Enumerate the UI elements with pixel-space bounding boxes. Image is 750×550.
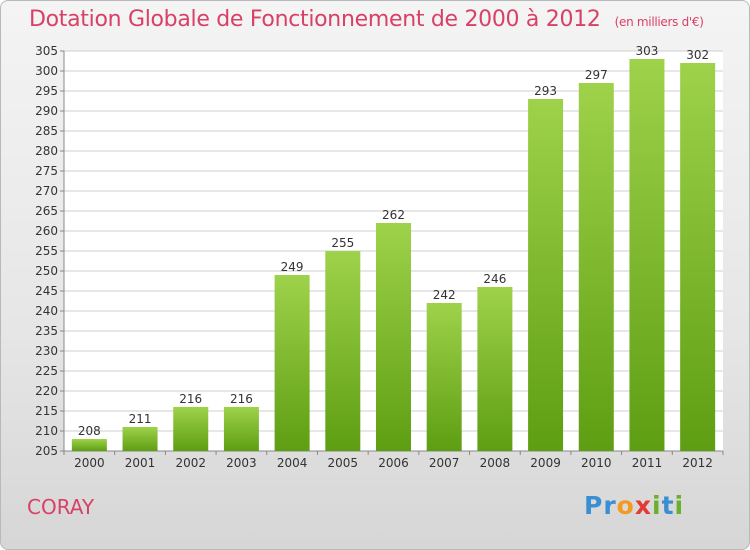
y-tick-label: 260 [35,224,58,238]
y-tick-label: 265 [35,204,58,218]
bar [477,287,513,451]
bar [274,275,310,451]
y-tick-label: 270 [35,184,58,198]
y-tick-label: 280 [35,144,58,158]
y-tick-label: 205 [35,444,58,458]
data-label: 293 [534,84,557,98]
x-tick-label: 2005 [328,456,359,470]
y-tick-label: 240 [35,304,58,318]
data-label: 262 [382,208,405,222]
y-tick-label: 225 [35,364,58,378]
x-axis: 2000 2001 2002 2003 2004 2005 2006 2007 2008 2009… [63,450,724,470]
data-label: 249 [281,260,304,274]
data-label: 297 [585,68,608,82]
y-tick-label: 210 [35,424,58,438]
x-tick-label: 2012 [682,456,713,470]
data-label: 246 [483,272,506,286]
logo-letter: t [661,491,675,520]
bars: 208 211 216 216 249 255 262 242 246 293 297 303 302 [71,44,716,451]
bar [325,251,361,451]
data-label: 302 [686,48,709,62]
chart-subtitle: (en milliers d'€) [614,15,704,29]
data-label: 211 [129,412,152,426]
bar [173,407,209,451]
bar [528,99,564,451]
y-tick-label: 245 [35,284,58,298]
y-tick-label: 275 [35,164,58,178]
y-tick-label: 300 [35,64,58,78]
y-tick-label: 230 [35,344,58,358]
y-tick-label: 215 [35,404,58,418]
commune-name: CORAY [27,495,95,519]
bar [578,83,614,451]
bar [629,59,665,451]
bar [376,223,411,451]
y-tick-label: 235 [35,324,58,338]
x-tick-label: 2002 [175,456,206,470]
data-label: 303 [636,44,659,58]
x-tick-label: 2003 [226,456,257,470]
y-tick-label: 285 [35,124,58,138]
data-label: 242 [433,288,456,302]
x-tick-label: 2008 [480,456,511,470]
x-tick-label: 2009 [530,456,561,470]
logo-letter: o [616,491,635,520]
x-tick-label: 2000 [74,456,105,470]
y-tick-label: 305 [35,44,58,58]
x-tick-label: 2010 [581,456,612,470]
x-tick-label: 2004 [277,456,308,470]
bar [426,303,462,451]
bar [680,63,716,451]
proxiti-logo: Proxiti [584,491,684,520]
data-label: 216 [230,392,253,406]
x-tick-label: 2011 [632,456,663,470]
bar [223,407,259,451]
bar [122,427,158,451]
logo-letter: x [634,491,652,520]
chart-title-text: Dotation Globale de Fonctionnement de 20… [29,7,601,32]
y-tick-label: 290 [35,104,58,118]
logo-letter: i [674,491,685,520]
y-axis: 205 210 215 220 225 230 235 240 245 250 255 260 265 2… [35,44,65,458]
logo-letter: P [584,491,604,520]
y-tick-label: 220 [35,384,58,398]
y-tick-label: 250 [35,264,58,278]
y-tick-label: 255 [35,244,58,258]
data-label: 255 [331,236,354,250]
chart-title: Dotation Globale de Fonctionnement de 20… [29,7,704,32]
bar [71,439,107,451]
x-tick-label: 2007 [429,456,460,470]
y-tick-label: 295 [35,84,58,98]
logo-letter: i [652,491,662,520]
data-label: 208 [78,424,101,438]
logo-letter: r [603,491,617,520]
data-label: 216 [179,392,202,406]
x-tick-label: 2001 [125,456,156,470]
x-tick-label: 2006 [378,456,409,470]
